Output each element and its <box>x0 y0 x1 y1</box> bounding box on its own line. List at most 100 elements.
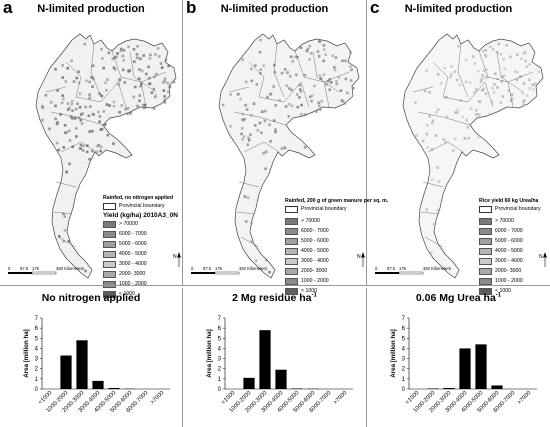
legend-label: > 70000 <box>495 217 514 224</box>
boundary-swatch <box>285 206 298 214</box>
x-tick-label: >7000 <box>517 390 533 406</box>
y-tick-label: 0 <box>402 387 406 393</box>
thailand-map <box>402 33 544 279</box>
legend-swatch <box>285 277 298 285</box>
legend-row: 1000 - 2000 <box>479 276 541 286</box>
y-axis-label: Area [million ha] <box>23 329 30 377</box>
y-tick-label: 1 <box>35 377 39 383</box>
legend-swatch <box>479 287 492 295</box>
legend-swatch <box>479 267 492 275</box>
legend-row: 3000 - 4000 <box>103 260 178 270</box>
legend-swatch <box>285 287 298 295</box>
y-tick-label: 5 <box>402 336 406 342</box>
legend-swatch <box>285 237 298 245</box>
map-panel-c: c N-limited production Rice yield 60 kg … <box>367 0 550 295</box>
legend-row: < 1000 <box>103 290 178 300</box>
panel-letter: b <box>186 0 197 17</box>
boundary-label: Provincial boundary <box>495 206 541 213</box>
thailand-map <box>218 33 360 279</box>
north-label: N <box>173 254 177 260</box>
legend-swatch <box>103 261 116 269</box>
legend-label: < 1000 <box>119 291 136 298</box>
scale-bar: 0 87.5 175 350 Kilometers <box>373 264 453 277</box>
north-label: N <box>539 254 543 260</box>
legend-row: < 1000 <box>479 286 541 296</box>
scale-tick-label: 175 <box>32 266 40 271</box>
y-tick-label: 7 <box>402 316 406 322</box>
legend-caption: Rice yield 60 kg Urea/ha <box>479 198 539 204</box>
legend-boundary: Provincial boundary <box>479 206 541 214</box>
y-tick-label: 2 <box>402 367 406 373</box>
legend-label: < 1000 <box>301 287 318 294</box>
y-tick-label: 1 <box>402 377 406 383</box>
chart-title-sup: -1 <box>311 292 317 299</box>
legend-label: 6000 - 7000 <box>495 227 523 234</box>
map-legend: Rice yield 60 kg Urea/ha Provincial boun… <box>479 198 541 296</box>
map-title: N-limited production <box>220 3 329 15</box>
legend-swatch <box>103 291 116 299</box>
y-tick-label: 5 <box>218 336 222 342</box>
bar <box>459 348 471 389</box>
y-tick-label: 2 <box>35 367 39 373</box>
boundary-label: Provincial boundary <box>119 203 165 210</box>
legend-swatch <box>103 281 116 289</box>
legend-row: 1000 - 2000 <box>103 280 178 290</box>
chart-panel-b: 2 Mg residue ha-1 0 1 2 3 4 5 6 7 Area [million … <box>183 288 367 427</box>
legend-label: 2000- 3000 <box>119 271 146 278</box>
legend-row: 4000 - 5000 <box>103 250 178 260</box>
legend-label: 2000- 3000 <box>495 267 522 274</box>
legend-classes: > 70000 6000 - 7000 5000 - 6000 4000 - 5000… <box>285 216 388 296</box>
legend-label: 2000- 3000 <box>301 267 328 274</box>
y-tick-label: 1 <box>218 377 222 383</box>
legend-title: Yield (kg/ha) 2010A3_0N <box>103 212 178 220</box>
legend-swatch <box>285 217 298 225</box>
y-tick-label: 6 <box>218 326 222 332</box>
x-tick-label: >7000 <box>333 390 349 406</box>
legend-label: 4000 - 5000 <box>301 247 329 254</box>
legend-row: 2000- 3000 <box>103 270 178 280</box>
legend-label: < 1000 <box>495 287 512 294</box>
bar <box>291 388 303 389</box>
legend-swatch <box>103 221 116 229</box>
legend-swatch <box>285 247 298 255</box>
y-axis-label: Area [million ha] <box>390 329 397 377</box>
chart-title: No nitrogen applied <box>0 292 182 304</box>
legend-row: > 70000 <box>103 220 178 230</box>
bar <box>491 385 503 389</box>
legend-swatch <box>479 277 492 285</box>
legend-swatch <box>103 271 116 279</box>
y-tick-label: 6 <box>35 326 39 332</box>
chart-title: 0.06 Mg Urea ha-1 <box>367 292 550 304</box>
chart-title-text: 0.06 Mg Urea ha <box>415 292 496 304</box>
legend-swatch <box>479 247 492 255</box>
legend-row: 3000 - 4000 <box>285 256 388 266</box>
scale-tick-label: 0 <box>375 266 378 271</box>
legend-label: 3000 - 4000 <box>495 257 523 264</box>
y-tick-label: 4 <box>35 346 39 352</box>
legend-swatch <box>479 257 492 265</box>
legend-caption: Rainfed, no nitrogen applied <box>103 195 174 201</box>
legend-label: 5000 - 6000 <box>495 237 523 244</box>
legend-swatch <box>285 267 298 275</box>
legend-classes: > 70000 6000 - 7000 5000 - 6000 4000 - 5000… <box>479 216 541 296</box>
legend-caption: Rainfed, 200 g of green manure per sq. m… <box>285 198 389 204</box>
map-title: N-limited production <box>404 3 513 15</box>
thailand-map <box>35 33 177 279</box>
map-legend: Rainfed, 200 g of green manure per sq. m… <box>285 198 389 296</box>
legend-row: 2000- 3000 <box>285 266 388 276</box>
bar <box>243 377 255 389</box>
y-tick-label: 3 <box>35 357 39 363</box>
scale-bar-graphic: 0 87.5 175 350 Kilometers <box>8 266 84 275</box>
legend-swatch <box>103 231 116 239</box>
legend-label: 1000 - 2000 <box>495 277 523 284</box>
boundary-label: Provincial boundary <box>301 206 347 213</box>
scale-tick-label: 175 <box>215 266 223 271</box>
y-axis-label: Area [million ha] <box>206 329 213 377</box>
legend-swatch <box>285 257 298 265</box>
chart-panel-a: No nitrogen applied 0 1 2 3 4 5 6 7 Area [millio… <box>0 288 183 427</box>
country-shape <box>402 33 544 279</box>
legend-swatch <box>103 241 116 249</box>
y-tick-label: 7 <box>218 316 222 322</box>
boundary-swatch <box>103 203 116 211</box>
